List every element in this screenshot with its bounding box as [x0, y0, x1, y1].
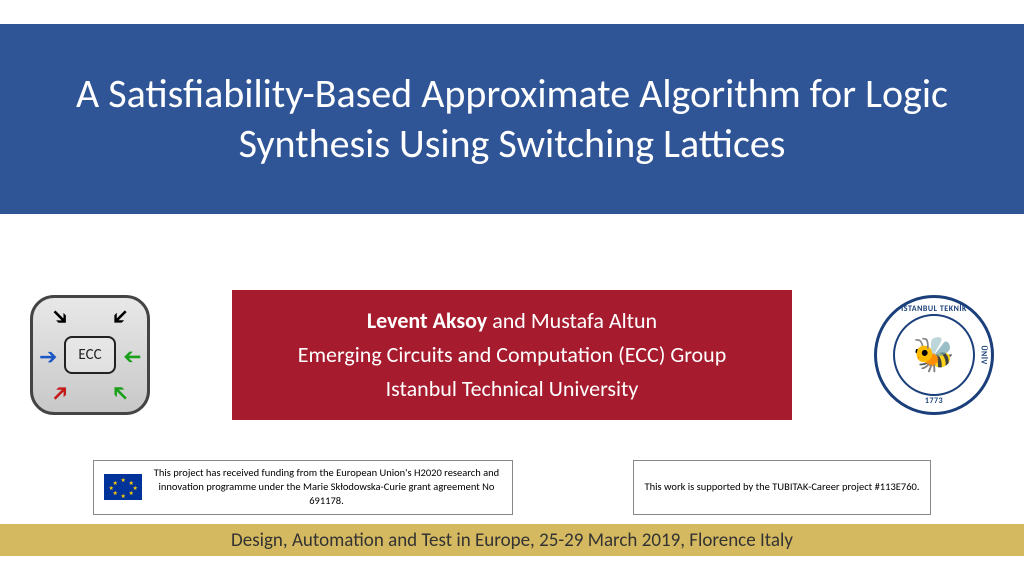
title-band: A Satisfiability-Based Approximate Algor… [0, 24, 1024, 214]
presentation-title: A Satisfiability-Based Approximate Algor… [40, 69, 984, 169]
eu-funding-box: ★ ★ ★ ★ ★ ★ ★ ★ This project has receive… [93, 460, 513, 515]
university-logo: İSTANBUL TEKNİK ÜNİV 1773 🐝 [874, 295, 994, 415]
eu-funding-text: This project has received funding from t… [150, 466, 502, 509]
author-names: Levent Aksoy and Mustafa Altun [252, 304, 772, 338]
eu-flag-icon: ★ ★ ★ ★ ★ ★ ★ ★ [104, 474, 142, 500]
co-author: and Mustafa Altun [487, 307, 657, 334]
logo-text-right: ÜNİV [978, 345, 988, 364]
lead-author: Levent Aksoy [367, 307, 487, 334]
author-row: ➔ ➔ ➔ ➔ ➔ ➔ ECC Levent Aksoy and Mustafa… [0, 280, 1024, 430]
arrow-icon: ➔ [39, 346, 57, 368]
conference-text: Design, Automation and Test in Europe, 2… [231, 529, 793, 552]
tubitak-funding-box: This work is supported by the TUBITAK-Ca… [633, 460, 930, 515]
arrow-icon: ➔ [46, 379, 75, 408]
funding-row: ★ ★ ★ ★ ★ ★ ★ ★ This project has receive… [0, 460, 1024, 515]
logo-text-top: İSTANBUL TEKNİK [901, 304, 967, 314]
logo-inner-ring: 🐝 [893, 314, 975, 396]
arrow-icon: ➔ [46, 303, 75, 332]
conference-footer: Design, Automation and Test in Europe, 2… [0, 524, 1024, 556]
bee-icon: 🐝 [913, 335, 955, 376]
research-group: Emerging Circuits and Computation (ECC) … [252, 338, 772, 372]
ecc-group-logo: ➔ ➔ ➔ ➔ ➔ ➔ ECC [30, 295, 150, 415]
author-box: Levent Aksoy and Mustafa Altun Emerging … [232, 290, 792, 420]
logo-year: 1773 [925, 396, 943, 406]
arrow-icon: ➔ [105, 379, 134, 408]
tubitak-funding-text: This work is supported by the TUBITAK-Ca… [644, 480, 919, 494]
ecc-label: ECC [64, 336, 116, 374]
arrow-icon: ➔ [123, 346, 141, 368]
affiliation: Istanbul Technical University [252, 372, 772, 406]
arrow-icon: ➔ [105, 303, 134, 332]
logo-outer-ring: İSTANBUL TEKNİK ÜNİV 1773 🐝 [874, 295, 994, 415]
